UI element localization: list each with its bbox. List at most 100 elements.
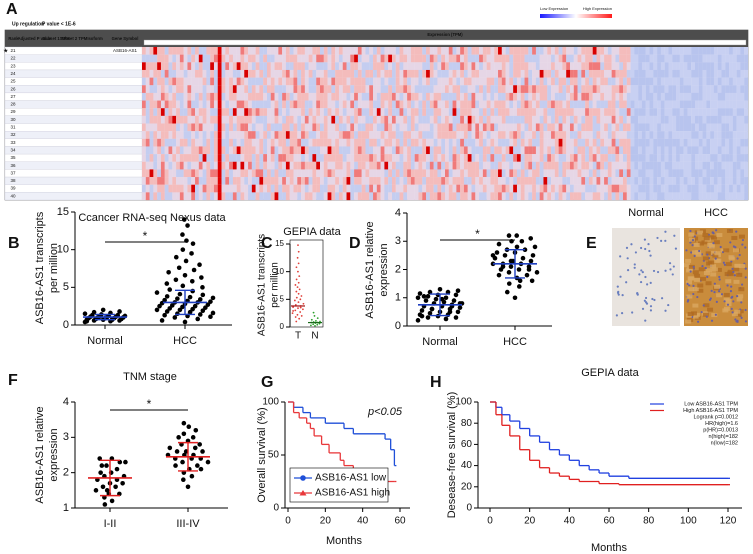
- heatmap-cell: [354, 55, 358, 63]
- data-point: [297, 257, 299, 259]
- heatmap-cell: [199, 146, 203, 154]
- heatmap-cell: [309, 169, 313, 177]
- heatmap-cell: [676, 55, 680, 63]
- heatmap-cell: [559, 192, 563, 200]
- heatmap-cell: [373, 93, 377, 101]
- heatmap-cell: [199, 101, 203, 109]
- heatmap-cell: [566, 169, 570, 177]
- heatmap-cell: [604, 108, 608, 116]
- heatmap-cell: [362, 93, 366, 101]
- tissue-nucleus: [736, 295, 738, 297]
- heatmap-cell: [646, 131, 650, 139]
- heatmap-cell: [744, 93, 748, 101]
- heatmap-cell: [540, 78, 544, 86]
- heatmap-cell: [252, 55, 256, 63]
- heatmap-cell: [453, 154, 457, 162]
- heatmap-cell: [331, 177, 335, 185]
- data-point: [298, 282, 300, 284]
- data-point: [115, 467, 120, 472]
- heatmap-cell: [638, 101, 642, 109]
- tissue-nucleus: [735, 231, 737, 233]
- heatmap-cell: [460, 185, 464, 193]
- data-point: [299, 311, 301, 313]
- heatmap-cell: [430, 139, 434, 147]
- heatmap-cell: [199, 177, 203, 185]
- heatmap-cell: [460, 131, 464, 139]
- heatmap-cell: [210, 154, 214, 162]
- heatmap-subtitle: P value < 1E-6: [42, 21, 76, 27]
- heatmap-cell: [146, 185, 150, 193]
- heatmap-cell: [615, 154, 619, 162]
- heatmap-cell: [555, 192, 559, 200]
- heatmap-cell: [335, 93, 339, 101]
- heatmap-cell: [725, 139, 729, 147]
- annotation: Logrank p=0.0012: [694, 414, 739, 420]
- heatmap-cell: [562, 177, 566, 185]
- heatmap-cell: [294, 131, 298, 139]
- heatmap-cell: [301, 146, 305, 154]
- heatmap-cell: [650, 162, 654, 170]
- heatmap-cell: [502, 192, 506, 200]
- data-point: [155, 290, 160, 295]
- heatmap-cell: [169, 101, 173, 109]
- tissue-nucleus: [634, 267, 636, 269]
- heatmap-cell: [214, 146, 218, 154]
- heatmap-cell: [195, 116, 199, 124]
- heatmap-cell: [608, 101, 612, 109]
- heatmap-cell: [475, 101, 479, 109]
- heatmap-cell: [199, 162, 203, 170]
- heatmap-cell: [267, 78, 271, 86]
- table-row: [5, 116, 142, 124]
- heatmap-cell: [468, 177, 472, 185]
- heatmap-cell: [744, 47, 748, 55]
- heatmap-cell: [328, 124, 332, 132]
- heatmap-cell: [434, 101, 438, 109]
- heatmap-cell: [426, 124, 430, 132]
- heatmap-cell: [479, 169, 483, 177]
- heatmap-cell: [343, 154, 347, 162]
- heatmap-cell: [506, 116, 510, 124]
- heatmap-cell: [400, 139, 404, 147]
- heatmap-cell: [634, 85, 638, 93]
- heatmap-cell: [407, 93, 411, 101]
- heatmap-cell: [184, 146, 188, 154]
- tissue-nucleus: [701, 265, 703, 267]
- heatmap-cell: [475, 93, 479, 101]
- table-row: [5, 62, 142, 70]
- heatmap-cell: [581, 146, 585, 154]
- heatmap-cell: [400, 124, 404, 132]
- heatmap-cell: [294, 177, 298, 185]
- heatmap-cell: [494, 139, 498, 147]
- heatmap-cell: [547, 169, 551, 177]
- heatmap-cell: [354, 131, 358, 139]
- heatmap-cell: [521, 131, 525, 139]
- heatmap-cell: [407, 169, 411, 177]
- heatmap-cell: [498, 131, 502, 139]
- heatmap-cell: [585, 169, 589, 177]
- heatmap-cell: [608, 85, 612, 93]
- heatmap-cell: [222, 154, 226, 162]
- heatmap-cell: [506, 162, 510, 170]
- heatmap-cell: [388, 85, 392, 93]
- heatmap-cell: [418, 124, 422, 132]
- heatmap-cell: [456, 116, 460, 124]
- heatmap-cell: [203, 101, 207, 109]
- data-point: [120, 481, 125, 486]
- heatmap-cell: [581, 108, 585, 116]
- heatmap-cell: [240, 55, 244, 63]
- heatmap-cell: [475, 55, 479, 63]
- heatmap-cell: [388, 116, 392, 124]
- heatmap-cell: [581, 154, 585, 162]
- heatmap-cell: [430, 47, 434, 55]
- data-point: [513, 295, 518, 300]
- data-point: [155, 308, 160, 313]
- heatmap-cell: [331, 85, 335, 93]
- heatmap-cell: [331, 70, 335, 78]
- heatmap-cell: [169, 47, 173, 55]
- heatmap-cell: [703, 185, 707, 193]
- heatmap-cell: [729, 55, 733, 63]
- heatmap-cell: [706, 146, 710, 154]
- heatmap-cell: [456, 154, 460, 162]
- heatmap-cell: [468, 139, 472, 147]
- heatmap-cell: [464, 124, 468, 132]
